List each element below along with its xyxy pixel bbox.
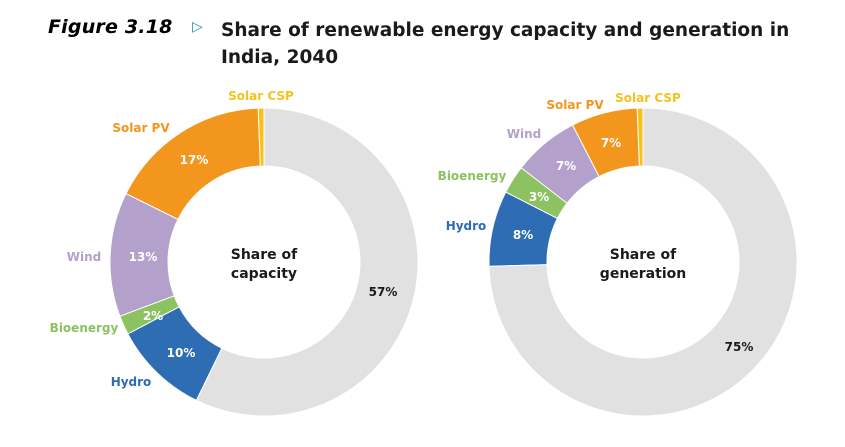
generation-center-label: generation [600, 266, 686, 282]
figure-number: Figure 3.18 [48, 16, 173, 38]
generation-category-label-hydro: Hydro [446, 219, 487, 233]
capacity-category-label-bioenergy: Bioenergy [50, 321, 119, 335]
capacity-data-label-wind: 13% [129, 250, 158, 264]
generation-category-label-solar-pv: Solar PV [546, 98, 604, 112]
generation-category-label-solar-csp: Solar CSP [615, 91, 681, 105]
capacity-category-label-wind: Wind [67, 250, 101, 264]
figure-title: Share of renewable energy capacity and g… [221, 20, 790, 68]
capacity-category-label-hydro: Hydro [111, 375, 152, 389]
generation-data-label-wind: 7% [556, 159, 576, 173]
generation-data-label-hydro: 8% [513, 228, 533, 242]
capacity-category-label-solar-pv: Solar PV [112, 121, 170, 135]
capacity-center-label: capacity [231, 266, 297, 282]
capacity-data-label-hydro: 10% [167, 346, 196, 360]
generation-data-label-solar-pv: 7% [601, 136, 621, 150]
capacity-data-label-remaining: 57% [369, 285, 398, 299]
capacity-category-label-solar-csp: Solar CSP [228, 89, 294, 103]
capacity-data-label-bioenergy: 2% [143, 309, 163, 323]
triangle-right-icon: ▷ [192, 19, 203, 35]
generation-data-label-bioenergy: 3% [529, 190, 549, 204]
capacity-slice-remaining [195, 107, 419, 417]
generation-center-label: Share of [610, 247, 677, 263]
capacity-center-label: Share of [231, 247, 298, 263]
generation-category-label-bioenergy: Bioenergy [438, 169, 507, 183]
generation-category-label-wind: Wind [507, 127, 541, 141]
generation-data-label-remaining: 75% [725, 340, 754, 354]
generation-slice-remaining [488, 107, 798, 417]
capacity-data-label-solar-pv: 17% [180, 153, 209, 167]
